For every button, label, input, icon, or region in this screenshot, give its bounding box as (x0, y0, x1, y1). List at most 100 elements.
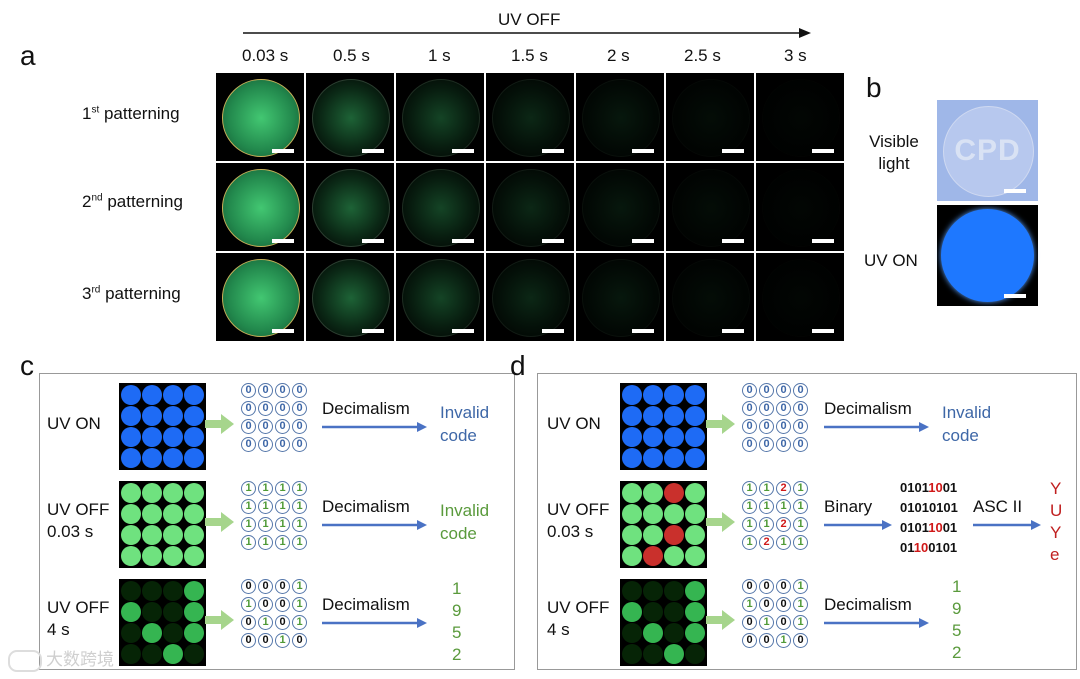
disc (664, 546, 684, 566)
bit-value: 1 (275, 517, 290, 532)
bit-value: 1 (292, 615, 307, 630)
time-label: 2 s (607, 46, 630, 65)
scale-bar (272, 149, 294, 153)
disc (142, 546, 162, 566)
luminescence-grid (216, 73, 844, 341)
disc (643, 581, 663, 601)
scale-bar (362, 239, 384, 243)
disc (664, 406, 684, 426)
bit-value: 0 (793, 437, 808, 452)
bit-value: 0 (759, 419, 774, 434)
disc (163, 581, 183, 601)
photo-cell (306, 253, 394, 341)
patterning-label: 3rd patterning (82, 284, 181, 304)
binary-digit: 1 (949, 540, 958, 555)
bit-value: 1 (776, 499, 791, 514)
patterned-disc (312, 259, 390, 337)
disc (664, 385, 684, 405)
patterned-disc (222, 169, 300, 247)
bit-value: 0 (776, 597, 791, 612)
disc (142, 602, 162, 622)
time-label: 0.5 s (333, 46, 370, 65)
operation-label: Decimalism (322, 595, 410, 614)
photo-cell (486, 163, 574, 251)
disc (163, 504, 183, 524)
bit-value: 0 (258, 383, 273, 398)
bit-value: 0 (776, 615, 791, 630)
patterning-word: patterning (100, 284, 181, 303)
bit-value: 1 (742, 517, 757, 532)
disc (184, 623, 204, 643)
photo-cell (576, 73, 664, 161)
disc (142, 427, 162, 447)
visible-light-label: Visible light (866, 131, 922, 175)
disc (643, 427, 663, 447)
bit-value: 0 (241, 401, 256, 416)
bit-value: 0 (292, 633, 307, 648)
result-digit: 2 (452, 645, 462, 664)
time-label: 0.03 s (242, 46, 289, 65)
bit-value: 1 (241, 481, 256, 496)
disc (664, 504, 684, 524)
binary-digit: 0 (914, 520, 922, 535)
disc (664, 602, 684, 622)
patterning-number: 1 (82, 104, 92, 123)
photo-cell (306, 73, 394, 161)
bit-value: 0 (275, 437, 290, 452)
row-label: UV ON (47, 414, 101, 433)
binary-line: 01010101 (900, 498, 958, 518)
bit-value: 0 (258, 419, 273, 434)
bit-value: 0 (292, 437, 307, 452)
binary-digit: 1 (907, 520, 915, 535)
disc (163, 427, 183, 447)
bit-value: 0 (258, 597, 273, 612)
binary-digit: 0 (900, 480, 908, 495)
bit-value: 0 (793, 401, 808, 416)
blue-arrow-icon (824, 422, 929, 432)
scale-bar (362, 149, 384, 153)
green-arrow-icon (205, 512, 234, 532)
binary-digit: 0 (942, 480, 950, 495)
disc (622, 602, 642, 622)
disc (622, 623, 642, 643)
patterning-word: patterning (99, 104, 180, 123)
binary-digit: 0 (928, 540, 936, 555)
patterned-disc (762, 259, 840, 337)
bit-value: 0 (241, 615, 256, 630)
photo-cell (756, 163, 844, 251)
green-arrow-icon (706, 610, 735, 630)
photo-cell (396, 163, 484, 251)
patterned-disc (492, 79, 570, 157)
disc (163, 602, 183, 622)
sample-array-photo (620, 481, 707, 568)
disc (142, 581, 162, 601)
disc (163, 385, 183, 405)
bit-value: 0 (241, 383, 256, 398)
bit-value: 1 (742, 481, 757, 496)
sample-array-photo (119, 579, 206, 666)
disc (142, 623, 162, 643)
result-digit: 1 (452, 579, 462, 598)
photo-cell (396, 253, 484, 341)
disc (643, 504, 663, 524)
row-label: UV OFF (547, 598, 610, 617)
disc (121, 546, 141, 566)
disc (685, 483, 705, 503)
disc (622, 406, 642, 426)
bit-value: 0 (275, 597, 290, 612)
binary-digit: 0 (943, 500, 951, 515)
binary-digit: 1 (907, 500, 915, 515)
bit-value: 0 (742, 615, 757, 630)
scale-bar (362, 329, 384, 333)
ascii-letter: Y (1050, 523, 1062, 542)
disc (142, 406, 162, 426)
disc (142, 644, 162, 664)
binary-digit: 1 (921, 500, 929, 515)
photo-cell (486, 253, 574, 341)
bit-value: 2 (759, 535, 774, 550)
binary-digit: 0 (914, 480, 922, 495)
binary-digit: 0 (900, 500, 908, 515)
disc (685, 448, 705, 468)
binary-line: 01011001 (900, 518, 958, 538)
